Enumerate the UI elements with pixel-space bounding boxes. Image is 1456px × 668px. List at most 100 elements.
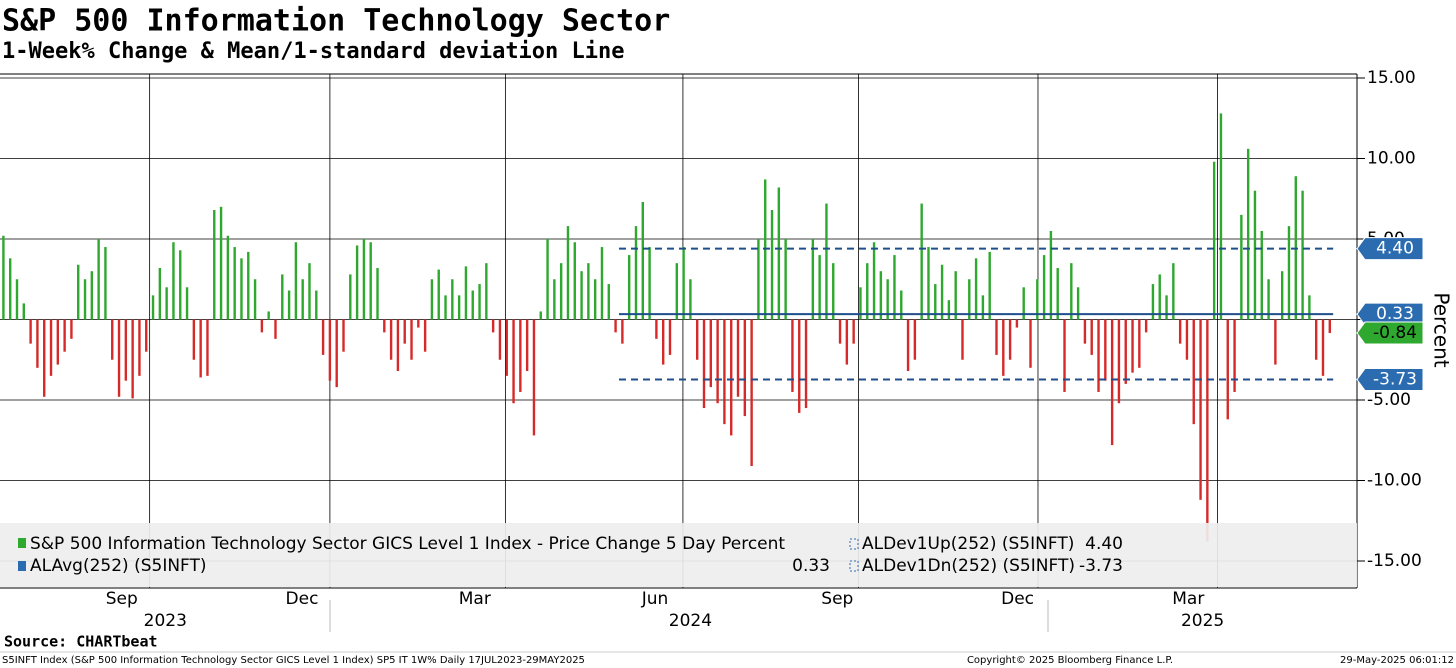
legend-label: ALAvg(252) (S5INFT)	[30, 556, 207, 576]
bar	[1165, 295, 1168, 320]
bar	[342, 319, 345, 352]
legend-label: S&P 500 Information Technology Sector GI…	[30, 534, 785, 554]
bar	[376, 267, 379, 320]
value-box-label: 4.40	[1376, 239, 1414, 259]
bar	[77, 264, 80, 320]
copyright: Copyright© 2025 Bloomberg Finance L.P.	[967, 655, 1173, 666]
bar	[804, 319, 808, 409]
bar	[213, 210, 216, 320]
footer-info: S5INFT Index (S&P 500 Information Techno…	[2, 655, 585, 666]
bar	[661, 319, 665, 365]
bar	[940, 264, 944, 320]
bar	[15, 279, 19, 320]
bar	[274, 319, 277, 339]
bar	[185, 287, 189, 320]
bar	[512, 319, 515, 404]
bar	[825, 203, 828, 320]
bar	[281, 274, 284, 320]
last-value-box	[1356, 321, 1424, 345]
x-tick-label: Sep	[106, 589, 138, 609]
bar	[1206, 319, 1209, 542]
bar	[362, 239, 366, 320]
bar	[607, 284, 610, 320]
bar	[151, 295, 155, 320]
bar	[192, 319, 196, 360]
bar	[328, 319, 332, 381]
bar	[287, 290, 291, 320]
bar	[770, 210, 774, 320]
x-tick-label: Dec	[286, 589, 319, 609]
bar	[1144, 319, 1148, 333]
bar	[1015, 319, 1019, 328]
bar	[798, 319, 801, 413]
bar	[1178, 319, 1182, 344]
chart-subtitle: 1-Week% Change & Mean/1-standard deviati…	[2, 39, 625, 64]
bar	[219, 206, 223, 320]
bar	[1063, 319, 1066, 392]
bar	[430, 279, 434, 320]
y-tick-label: -5.00	[1367, 390, 1411, 410]
bar	[247, 251, 250, 320]
bar	[1049, 230, 1053, 320]
x-tick-label: Mar	[1172, 589, 1204, 609]
bar	[580, 271, 583, 320]
bar	[1301, 190, 1304, 320]
bar	[315, 290, 318, 320]
bar	[600, 247, 604, 320]
bar	[437, 269, 440, 320]
bar	[423, 319, 427, 352]
bar	[1287, 226, 1291, 320]
bar	[1280, 271, 1284, 320]
bar	[158, 267, 162, 320]
bar	[1022, 287, 1025, 320]
bar	[206, 319, 209, 376]
value-box	[1356, 237, 1424, 261]
bar	[199, 319, 202, 378]
bar	[872, 242, 876, 320]
bar	[410, 319, 413, 360]
bar	[593, 279, 597, 320]
bar	[614, 319, 617, 333]
bar	[539, 311, 542, 320]
legend-swatch	[18, 538, 26, 548]
bar	[730, 319, 733, 436]
bar	[321, 319, 325, 355]
bar	[675, 263, 678, 320]
bar	[1185, 319, 1189, 360]
bar	[383, 319, 386, 333]
bar	[532, 319, 536, 436]
bar	[621, 319, 624, 344]
bar	[2, 235, 5, 320]
bar	[689, 279, 692, 320]
bar	[70, 319, 73, 339]
bar	[900, 290, 903, 320]
x-tick-label: Mar	[459, 589, 491, 609]
bar	[961, 319, 964, 360]
bar	[444, 295, 447, 320]
bar	[165, 287, 168, 320]
bar	[1097, 319, 1100, 392]
bar	[1158, 274, 1161, 320]
bar	[1219, 113, 1223, 320]
chart-title: S&P 500 Information Technology Sector	[2, 4, 670, 39]
bar	[682, 247, 685, 320]
bar	[1083, 319, 1087, 344]
legend-swatch	[849, 538, 859, 550]
bar	[1124, 319, 1127, 384]
bar	[627, 255, 631, 320]
bar	[832, 263, 835, 320]
bar	[1321, 319, 1325, 376]
bar	[294, 242, 298, 320]
x-tick-label: Jun	[641, 589, 669, 609]
bar	[1104, 319, 1107, 381]
bar	[573, 242, 576, 320]
bar	[988, 251, 991, 320]
legend-value: -3.73	[1079, 556, 1123, 576]
bar	[145, 319, 148, 352]
legend-swatch	[18, 561, 26, 571]
bar	[981, 295, 985, 320]
bar	[954, 271, 957, 320]
x-tick-label: Dec	[1001, 589, 1034, 609]
bar	[723, 319, 726, 425]
